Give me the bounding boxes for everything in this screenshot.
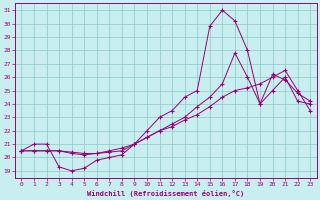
X-axis label: Windchill (Refroidissement éolien,°C): Windchill (Refroidissement éolien,°C) <box>87 190 244 197</box>
